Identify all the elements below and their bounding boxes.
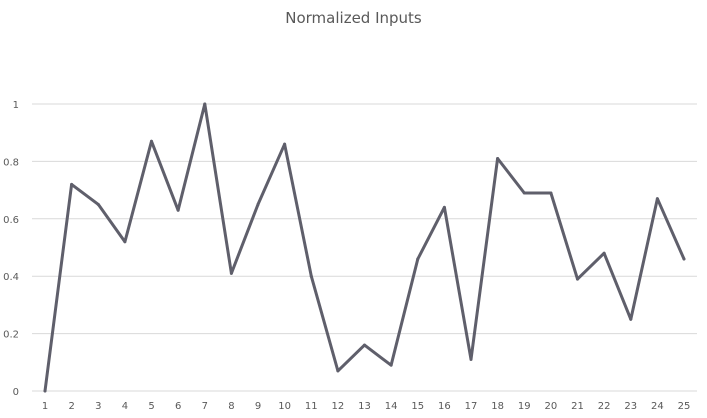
data-point (176, 208, 180, 212)
data-point (389, 363, 393, 367)
x-tick-label: 14 (385, 401, 398, 412)
data-point (522, 191, 526, 195)
data-point (549, 191, 553, 195)
data-point (442, 205, 446, 209)
y-tick-label: 0 (13, 387, 19, 398)
x-tick-label: 8 (228, 401, 234, 412)
x-tick-label: 25 (678, 401, 691, 412)
y-tick-label: 0.2 (3, 330, 19, 341)
y-tick-label: 0.4 (3, 272, 19, 283)
data-point (416, 257, 420, 261)
data-point (576, 277, 579, 281)
chart-title: Normalized Inputs (285, 9, 422, 27)
x-tick-label: 24 (651, 401, 664, 412)
data-point (229, 271, 233, 275)
x-axis-tick-labels: 1 2 3 4 5 6 7 8 9 10 11 12 13 14 15 16 17 18 19 20 21 22 23 24 2… (42, 401, 691, 412)
x-tick-label: 22 (598, 401, 611, 412)
y-tick-label: 0.6 (3, 215, 19, 226)
x-tick-label: 18 (491, 401, 504, 412)
data-point (123, 240, 127, 244)
data-point (43, 389, 47, 393)
data-point (602, 251, 606, 255)
x-tick-label: 6 (175, 401, 181, 412)
series-layer (43, 102, 686, 393)
data-point (256, 202, 260, 206)
data-point (363, 343, 366, 347)
x-tick-label: 23 (624, 401, 637, 412)
data-point (96, 202, 100, 206)
x-tick-label: 16 (438, 401, 451, 412)
data-point (655, 197, 659, 201)
y-axis-tick-labels: 0 0.2 0.4 0.6 0.8 1 (3, 100, 19, 398)
x-tick-label: 2 (68, 401, 74, 412)
data-point (469, 357, 473, 361)
x-tick-label: 11 (305, 401, 318, 412)
x-tick-label: 7 (202, 401, 208, 412)
x-tick-label: 20 (545, 401, 558, 412)
data-point (309, 274, 313, 278)
data-point (682, 257, 686, 261)
gridlines (32, 103, 697, 392)
data-point (336, 369, 340, 373)
data-point (496, 157, 500, 161)
x-tick-label: 10 (278, 401, 291, 412)
data-point (203, 102, 207, 106)
x-tick-label: 13 (358, 401, 371, 412)
x-tick-label: 19 (518, 401, 531, 412)
series-line-0 (43, 102, 686, 393)
x-tick-label: 4 (122, 401, 128, 412)
x-tick-label: 9 (255, 401, 261, 412)
x-tick-label: 17 (465, 401, 478, 412)
x-tick-label: 12 (332, 401, 345, 412)
x-tick-label: 3 (95, 401, 101, 412)
data-point (629, 317, 633, 321)
data-point (150, 139, 153, 143)
x-tick-label: 5 (148, 401, 154, 412)
x-tick-label: 15 (411, 401, 424, 412)
x-tick-label: 21 (571, 401, 584, 412)
y-tick-label: 0.8 (3, 157, 19, 168)
data-point (283, 142, 287, 146)
y-tick-label: 1 (13, 100, 19, 111)
x-tick-label: 1 (42, 401, 48, 412)
data-point (70, 182, 74, 186)
